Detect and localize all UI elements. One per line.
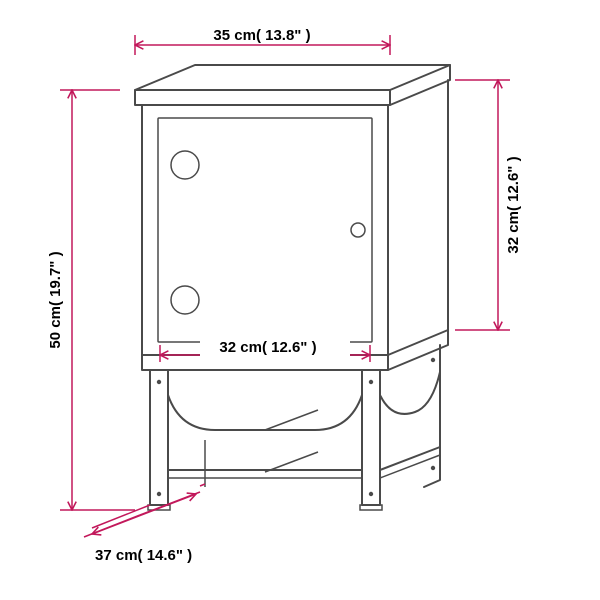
dim-depth: 37 cm( 14.6" ) (95, 547, 192, 564)
cabinet (135, 65, 450, 510)
dim-top-width: 35 cm( 13.8" ) (213, 27, 310, 44)
dimension-diagram: 35 cm( 13.8" ) 37 cm( 14.6" ) 32 cm( 12.… (0, 0, 600, 600)
dimensions: 35 cm( 13.8" ) 37 cm( 14.6" ) 32 cm( 12.… (47, 27, 522, 564)
dim-door-height: 32 cm( 12.6" ) (505, 156, 522, 253)
dim-inner-width: 32 cm( 12.6" ) (219, 339, 316, 356)
dim-total-height: 50 cm( 19.7" ) (47, 251, 64, 348)
